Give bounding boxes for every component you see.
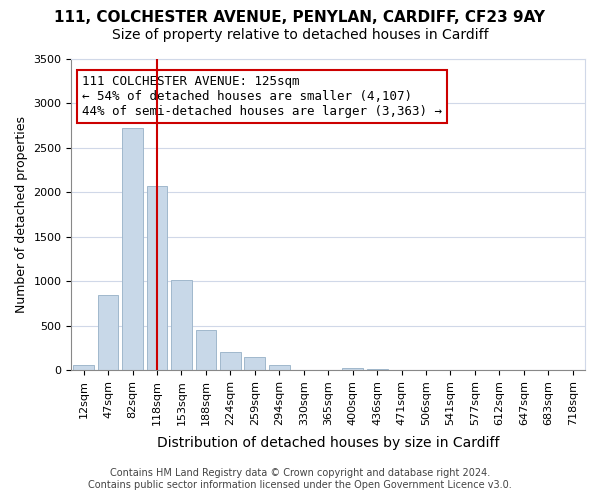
Text: 111, COLCHESTER AVENUE, PENYLAN, CARDIFF, CF23 9AY: 111, COLCHESTER AVENUE, PENYLAN, CARDIFF… bbox=[55, 10, 545, 25]
Bar bbox=[269, 364, 290, 370]
X-axis label: Distribution of detached houses by size in Cardiff: Distribution of detached houses by size … bbox=[157, 436, 499, 450]
Bar bbox=[73, 365, 94, 370]
Bar bbox=[196, 330, 217, 370]
Bar bbox=[342, 368, 363, 370]
Bar bbox=[220, 352, 241, 370]
Text: 111 COLCHESTER AVENUE: 125sqm
← 54% of detached houses are smaller (4,107)
44% o: 111 COLCHESTER AVENUE: 125sqm ← 54% of d… bbox=[82, 74, 442, 118]
Bar bbox=[122, 128, 143, 370]
Y-axis label: Number of detached properties: Number of detached properties bbox=[15, 116, 28, 313]
Bar bbox=[98, 294, 118, 370]
Text: Size of property relative to detached houses in Cardiff: Size of property relative to detached ho… bbox=[112, 28, 488, 42]
Bar bbox=[244, 357, 265, 370]
Bar bbox=[367, 369, 388, 370]
Bar bbox=[171, 280, 192, 370]
Bar bbox=[146, 186, 167, 370]
Text: Contains HM Land Registry data © Crown copyright and database right 2024.
Contai: Contains HM Land Registry data © Crown c… bbox=[88, 468, 512, 490]
